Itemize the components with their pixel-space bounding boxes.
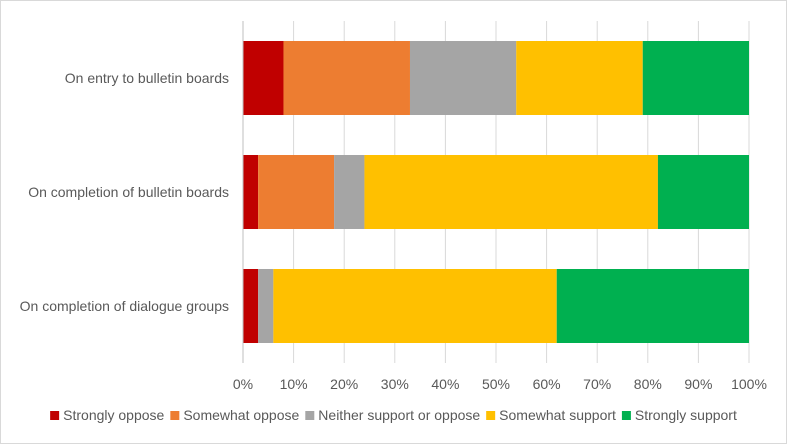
- legend-item: Strongly oppose: [50, 407, 165, 423]
- category-label: On completion of dialogue groups: [20, 298, 229, 314]
- legend-item: Somewhat oppose: [170, 407, 300, 423]
- category-label: On entry to bulletin boards: [65, 70, 229, 86]
- legend-item: Neither support or oppose: [305, 407, 480, 423]
- bar-segment-neither-support-or-oppose: [258, 269, 274, 343]
- bar-segment-strongly-oppose: [243, 41, 284, 115]
- x-tick-label: 100%: [731, 376, 767, 392]
- x-tick-label: 30%: [381, 376, 409, 392]
- legend-item: Somewhat support: [486, 407, 616, 423]
- x-tick-label: 10%: [280, 376, 308, 392]
- category-label: On completion of bulletin boards: [28, 184, 229, 200]
- bar-segment-somewhat-oppose: [283, 41, 410, 115]
- bar-segment-somewhat-oppose: [258, 155, 335, 229]
- legend-swatch: [170, 411, 180, 420]
- legend-label: Strongly oppose: [63, 407, 164, 423]
- bar-segment-neither-support-or-oppose: [334, 155, 365, 229]
- legend-swatch: [621, 411, 631, 420]
- legend-label: Strongly support: [635, 407, 737, 423]
- x-tick-label: 80%: [634, 376, 662, 392]
- bar-segment-somewhat-support: [273, 269, 557, 343]
- x-tick-label: 70%: [583, 376, 611, 392]
- bar-segment-strongly-support: [556, 269, 749, 343]
- x-tick-label: 90%: [684, 376, 712, 392]
- bar-segment-neither-support-or-oppose: [409, 41, 517, 115]
- legend-swatch: [50, 411, 60, 420]
- x-tick-label: 60%: [533, 376, 561, 392]
- legend-item: Strongly support: [621, 407, 737, 423]
- bar-segment-strongly-support: [642, 41, 749, 115]
- x-tick-label: 50%: [482, 376, 510, 392]
- x-tick-label: 0%: [233, 376, 253, 392]
- bar-segment-somewhat-support: [516, 41, 643, 115]
- x-tick-label: 20%: [330, 376, 358, 392]
- legend-label: Somewhat oppose: [183, 407, 299, 423]
- bar-segment-strongly-oppose: [243, 269, 259, 343]
- legend-swatch: [486, 411, 496, 420]
- legend-swatch: [305, 411, 315, 420]
- bar-segment-strongly-support: [657, 155, 749, 229]
- legend-label: Neither support or oppose: [318, 407, 480, 423]
- legend-label: Somewhat support: [499, 407, 616, 423]
- x-tick-label: 40%: [431, 376, 459, 392]
- bar-segment-somewhat-support: [364, 155, 658, 229]
- bar-segment-strongly-oppose: [243, 155, 259, 229]
